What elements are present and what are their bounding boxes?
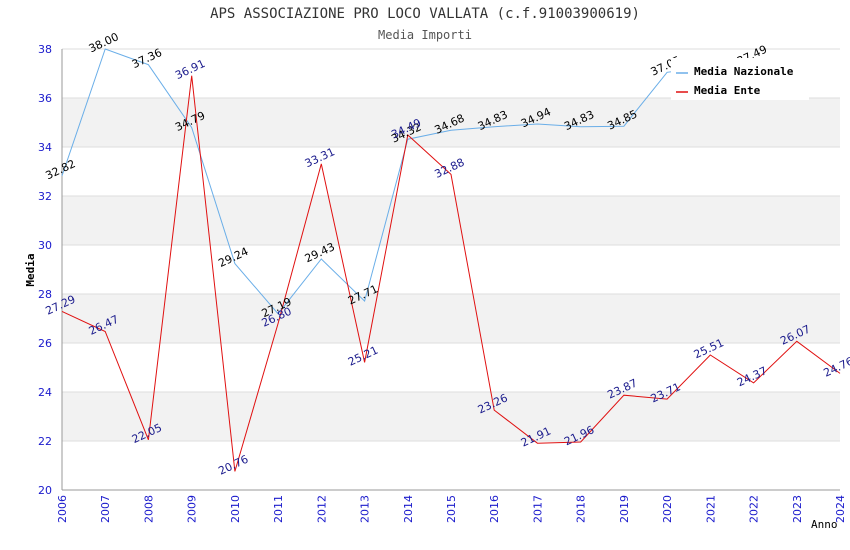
legend: Media Nazionale Media Ente — [671, 58, 809, 100]
x-tick-label-2008: 2008 — [142, 495, 155, 523]
series-line-media-ente — [61, 75, 841, 472]
band — [62, 392, 840, 441]
x-tick-label-2006: 2006 — [56, 495, 69, 523]
data-label-nazionale-2007: 38.00 — [87, 30, 121, 55]
series-line-media-nazionale — [61, 48, 754, 315]
x-tick-label-2011: 2011 — [272, 495, 285, 523]
legend-label-media-nazionale: Media Nazionale — [694, 65, 794, 78]
y-tick-label-32: 32 — [38, 190, 52, 203]
data-label-nazionale-2006: 32.82 — [43, 157, 77, 182]
x-tick-label-2010: 2010 — [229, 495, 242, 523]
y-tick-label-36: 36 — [38, 92, 52, 105]
background-bands — [62, 98, 840, 441]
x-tick-label-2024: 2024 — [834, 495, 847, 523]
y-tick-label-26: 26 — [38, 337, 52, 350]
chart-title: APS ASSOCIAZIONE PRO LOCO VALLATA (c.f.9… — [210, 6, 640, 22]
y-tick-label-38: 38 — [38, 43, 52, 56]
x-tick-label-2013: 2013 — [359, 495, 372, 523]
x-tick-label-2015: 2015 — [445, 495, 458, 523]
data-label-ente-2022: 24.37 — [735, 364, 769, 389]
y-tick-label-22: 22 — [38, 435, 52, 448]
series-lines — [61, 48, 841, 472]
x-tick-label-2007: 2007 — [99, 495, 112, 523]
data-label-ente-2015: 32.88 — [432, 156, 466, 181]
y-tick-label-30: 30 — [38, 239, 52, 252]
x-tick-label-2012: 2012 — [315, 495, 328, 523]
x-tick-label-2016: 2016 — [488, 495, 501, 523]
x-tick-label-2009: 2009 — [186, 495, 199, 523]
x-tick-label-2017: 2017 — [531, 495, 544, 523]
x-tick-label-2020: 2020 — [661, 495, 674, 523]
data-label-nazionale-2008: 37.36 — [130, 46, 164, 71]
y-tick-label-24: 24 — [38, 386, 52, 399]
y-tick-label-28: 28 — [38, 288, 52, 301]
chart-subtitle: Media Importi — [378, 28, 472, 42]
x-tick-label-2018: 2018 — [575, 495, 588, 523]
x-axis-label: Anno — [811, 518, 838, 531]
data-label-ente-2024: 24.76 — [821, 355, 850, 380]
data-label-nazionale-2010: 29.24 — [216, 245, 250, 270]
y-tick-label-20: 20 — [38, 484, 52, 497]
x-tick-label-2014: 2014 — [402, 495, 415, 523]
band — [62, 294, 840, 343]
x-tick-label-2022: 2022 — [748, 495, 761, 523]
x-tick-label-2023: 2023 — [791, 495, 804, 523]
legend-label-media-ente: Media Ente — [694, 84, 761, 97]
data-label-ente-2012: 33.31 — [303, 145, 337, 170]
x-tick-label-2021: 2021 — [704, 495, 717, 523]
y-tick-label-34: 34 — [38, 141, 52, 154]
x-tick-label-2019: 2019 — [618, 495, 631, 523]
legend-box — [671, 58, 809, 100]
band — [62, 196, 840, 245]
band — [62, 98, 840, 147]
y-axis-label: Media — [24, 253, 37, 286]
data-label-ente-2009: 36.91 — [173, 57, 207, 82]
data-label-ente-2013: 25.21 — [346, 344, 380, 369]
gridlines — [62, 48, 840, 491]
